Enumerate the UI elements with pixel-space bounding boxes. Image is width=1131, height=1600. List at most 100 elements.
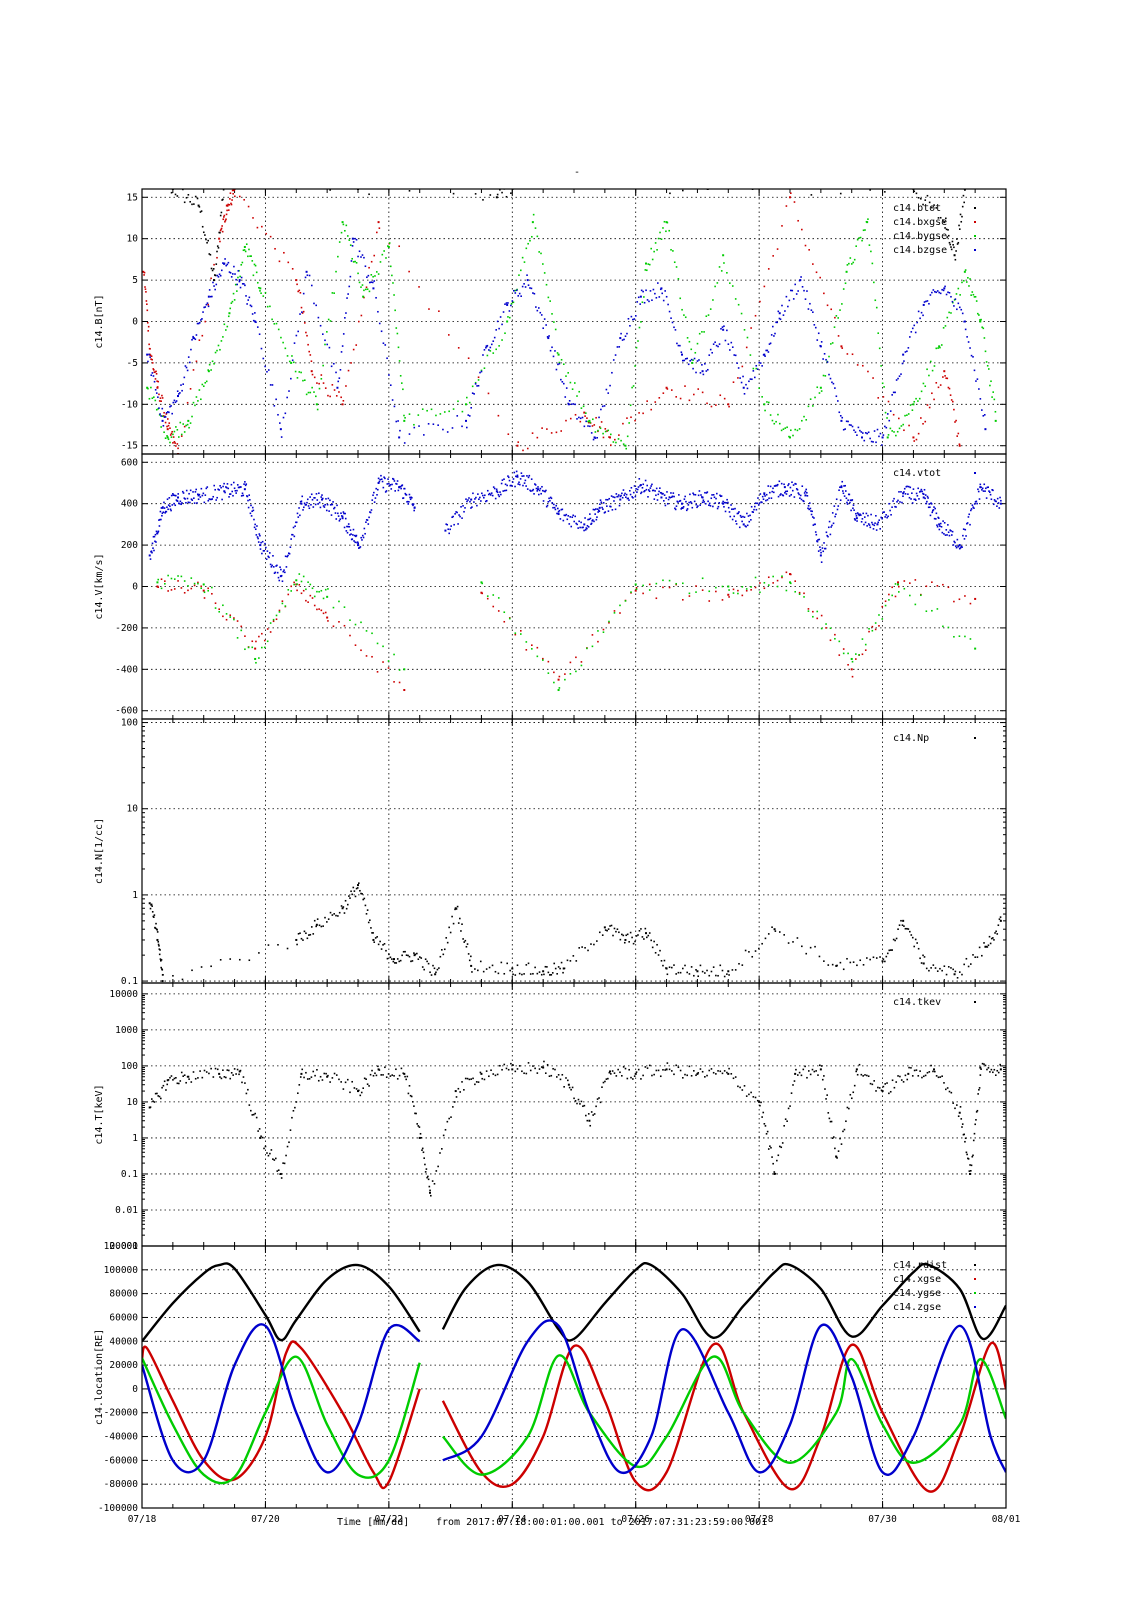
data-point xyxy=(221,498,223,501)
data-point xyxy=(788,299,791,302)
data-point xyxy=(892,391,895,394)
data-point xyxy=(598,931,601,934)
data-point xyxy=(868,627,870,630)
data-point xyxy=(393,958,395,961)
data-point xyxy=(167,504,170,506)
data-point xyxy=(389,1075,392,1077)
data-point xyxy=(583,529,585,532)
data-point xyxy=(281,600,284,602)
data-point xyxy=(287,554,289,557)
data-point xyxy=(569,673,572,675)
data-point xyxy=(173,440,176,443)
data-point xyxy=(380,474,382,477)
data-point xyxy=(278,260,281,263)
data-point xyxy=(761,396,763,398)
data-point xyxy=(929,506,931,509)
data-point xyxy=(609,436,611,439)
data-point xyxy=(321,498,323,501)
data-point xyxy=(941,969,943,972)
data-point xyxy=(541,489,544,492)
data-point xyxy=(228,203,231,206)
data-point xyxy=(857,513,860,515)
data-point xyxy=(439,413,442,415)
data-point xyxy=(213,279,215,282)
data-point xyxy=(526,279,529,282)
data-point xyxy=(369,919,371,922)
data-point xyxy=(408,270,410,273)
data-point xyxy=(251,510,253,513)
data-point xyxy=(660,492,663,494)
data-point xyxy=(818,392,821,394)
data-point xyxy=(788,495,791,497)
data-point xyxy=(823,1075,825,1077)
data-point xyxy=(514,1070,517,1073)
data-point xyxy=(638,326,641,329)
data-point xyxy=(416,1123,419,1125)
data-point xyxy=(372,1074,375,1077)
data-point xyxy=(615,1075,618,1077)
data-point xyxy=(601,1086,603,1088)
data-point xyxy=(250,255,252,257)
data-point xyxy=(937,1076,940,1079)
data-point xyxy=(776,585,779,588)
y-tick-label: 200 xyxy=(121,540,138,551)
data-point xyxy=(222,198,224,201)
y-tick-label: 5 xyxy=(132,275,138,286)
data-point xyxy=(341,221,344,224)
data-point xyxy=(679,297,682,300)
data-point xyxy=(834,1147,836,1150)
series-line xyxy=(142,1323,421,1474)
data-point xyxy=(462,938,464,940)
data-point xyxy=(879,432,882,435)
data-point xyxy=(448,410,450,413)
data-point xyxy=(919,957,921,960)
data-point xyxy=(460,506,462,508)
data-point xyxy=(697,494,700,497)
data-point xyxy=(621,492,623,495)
data-point xyxy=(813,517,815,519)
data-point xyxy=(727,585,730,588)
data-point xyxy=(527,1062,530,1064)
data-point xyxy=(366,276,368,279)
data-point xyxy=(412,1101,414,1103)
data-point xyxy=(983,414,986,416)
data-point xyxy=(178,436,180,438)
data-point xyxy=(867,218,869,220)
data-point xyxy=(657,1069,660,1072)
data-point xyxy=(538,971,541,973)
data-point xyxy=(609,925,611,927)
data-point xyxy=(772,575,774,578)
data-point xyxy=(160,959,163,961)
data-point xyxy=(772,1162,774,1165)
data-point xyxy=(223,262,226,265)
data-point xyxy=(258,286,260,289)
data-point xyxy=(182,383,185,385)
data-point xyxy=(399,485,402,488)
data-point xyxy=(726,973,728,975)
data-point xyxy=(345,312,347,314)
data-point xyxy=(292,526,295,529)
data-point xyxy=(498,327,500,330)
data-point xyxy=(610,924,613,927)
data-point xyxy=(815,271,818,274)
data-point xyxy=(214,602,217,605)
y-tick-label: 0 xyxy=(132,1384,138,1395)
data-point xyxy=(302,575,305,578)
data-point xyxy=(413,954,416,957)
data-point xyxy=(286,396,288,399)
data-point xyxy=(468,401,471,404)
data-point xyxy=(435,1170,438,1172)
data-point xyxy=(575,960,578,962)
data-point xyxy=(495,490,498,493)
data-point xyxy=(518,292,521,295)
data-point xyxy=(726,329,728,332)
data-point xyxy=(697,975,700,978)
data-point xyxy=(990,380,992,383)
data-point xyxy=(586,524,589,527)
data-point xyxy=(664,290,666,292)
data-point xyxy=(383,250,385,252)
data-point xyxy=(394,490,396,492)
data-point xyxy=(531,489,534,492)
data-point xyxy=(309,354,312,356)
data-point xyxy=(626,933,629,936)
